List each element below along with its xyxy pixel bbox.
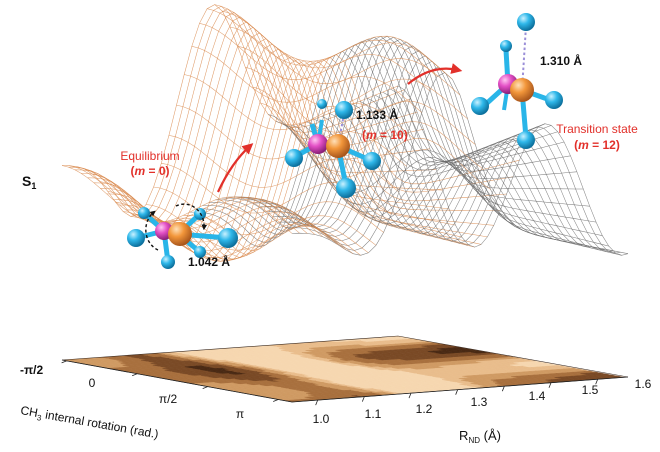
surface-grid-line xyxy=(92,173,323,237)
hydrogen-atom xyxy=(500,40,512,52)
rnd-tick xyxy=(315,399,319,406)
rnd-axis-line xyxy=(291,376,629,403)
hydrogen-atom xyxy=(317,99,327,109)
surface-grid-line xyxy=(184,74,415,140)
surface-grid-line xyxy=(390,88,621,254)
rotation-tick-label: 0 xyxy=(89,376,96,390)
rnd-tick-label: 1.4 xyxy=(529,389,546,403)
surface-grid-line xyxy=(229,26,461,96)
hydrogen-atom xyxy=(363,152,381,170)
rotation-tick-label: π xyxy=(236,407,244,421)
surface-grid-line xyxy=(359,100,590,247)
molecule-transition-state xyxy=(471,13,563,149)
rnd-tick xyxy=(595,379,599,385)
rotation-tick xyxy=(273,399,279,402)
surface-grid-line xyxy=(397,85,629,256)
surface-grid-line xyxy=(100,181,331,241)
rotation-arrow-icon xyxy=(145,210,159,251)
rnd-tick xyxy=(501,386,505,392)
rnd-tick-label: 1.0 xyxy=(313,412,330,426)
rnd-tick-label: 1.5 xyxy=(582,383,599,397)
rnd-tick-label: 1.2 xyxy=(416,402,433,416)
hydrogen-atom xyxy=(517,13,535,31)
hydrogen-atom xyxy=(285,149,303,167)
rnd-tick xyxy=(408,392,412,399)
rnd-tick-label: 1.3 xyxy=(471,395,488,409)
hydrogen-atom xyxy=(161,255,175,269)
rnd-tick xyxy=(455,389,459,395)
surface-grid-line xyxy=(329,113,560,241)
intermediate-distance: 1.133 Å xyxy=(356,107,398,122)
rotation-axis-title: CH3 internal rotation (rad.) xyxy=(19,403,160,443)
rotation-tick xyxy=(61,360,67,364)
surface-grid-line xyxy=(367,97,598,249)
hydrogen-atom xyxy=(545,91,563,109)
transition-distance: 1.310 Å xyxy=(540,53,582,68)
molecule-intermediate xyxy=(285,99,381,198)
hydrogen-atom xyxy=(335,101,353,119)
s1-energy-surface xyxy=(61,4,629,262)
carbon-atom xyxy=(326,134,350,158)
surface-grid-line xyxy=(168,135,400,193)
surface-grid-line xyxy=(245,66,476,145)
surface-grid-line xyxy=(207,8,438,77)
hydrogen-atom xyxy=(138,207,150,219)
surface-grid-line xyxy=(352,104,583,246)
surface-grid-line xyxy=(285,66,622,256)
molecule-equilibrium xyxy=(127,203,238,269)
rnd-tick xyxy=(548,382,552,388)
progress-arrow-2 xyxy=(407,63,463,85)
progress-arrow-1 xyxy=(217,143,254,193)
rotation-tick-marks xyxy=(61,360,279,402)
nitrogen-atom xyxy=(308,134,328,154)
hydrogen-atom xyxy=(471,97,489,115)
carbon-atom xyxy=(510,78,534,102)
equilibrium-distance: 1.042 Å xyxy=(188,254,230,269)
rnd-tick-label: 1.1 xyxy=(365,407,382,421)
surface-grid-line xyxy=(69,165,300,234)
rotation-tick xyxy=(202,386,208,389)
surface-grid-line xyxy=(374,94,606,251)
hydrogen-atom xyxy=(517,131,535,149)
surface-grid-line xyxy=(191,46,422,113)
surface-grid-line xyxy=(382,91,613,252)
surface-grid-line xyxy=(283,124,514,225)
transition-title: Transition state xyxy=(556,122,638,136)
hydrogen-atom xyxy=(336,178,356,198)
rnd-tick xyxy=(361,396,365,402)
intermediate-m-value: (m = 10) xyxy=(362,128,408,142)
rnd-tick-label: 1.6 xyxy=(635,377,652,391)
state-label: S1 xyxy=(22,173,36,191)
rotation-axis-line xyxy=(61,359,293,403)
surface-grid-line xyxy=(222,10,453,80)
rnd-tick-labels: 1.0 1.1 1.2 1.3 1.4 1.5 1.6 xyxy=(313,377,652,426)
surface-grid-line xyxy=(313,118,545,238)
equilibrium-m-value: (m = 0) xyxy=(130,164,169,178)
rotation-tick-labels: -π/2 0 π/2 π xyxy=(20,363,244,421)
equilibrium-title: Equilibrium xyxy=(120,149,179,163)
transition-m-value: (m = 12) xyxy=(574,138,620,152)
hydrogen-atom xyxy=(218,228,238,248)
hydrogen-atom xyxy=(127,229,145,247)
rnd-tick-marks xyxy=(315,379,599,406)
surface-grid-line xyxy=(336,110,567,243)
hydrogen-atom xyxy=(194,246,206,258)
surface-grid-line xyxy=(344,107,575,244)
surface-grid-line xyxy=(321,116,552,240)
surface-grid-line xyxy=(275,121,506,217)
surface-grid-line xyxy=(237,45,468,120)
rotation-tick xyxy=(131,373,138,377)
rotation-tick-label: -π/2 xyxy=(20,363,44,377)
rnd-axis-title: RND (Å) xyxy=(459,428,501,445)
surface-grid-line xyxy=(84,169,316,235)
carbon-atom xyxy=(168,222,192,246)
surface-grid-line xyxy=(252,86,484,169)
rotation-tick-label: π/2 xyxy=(159,392,178,406)
